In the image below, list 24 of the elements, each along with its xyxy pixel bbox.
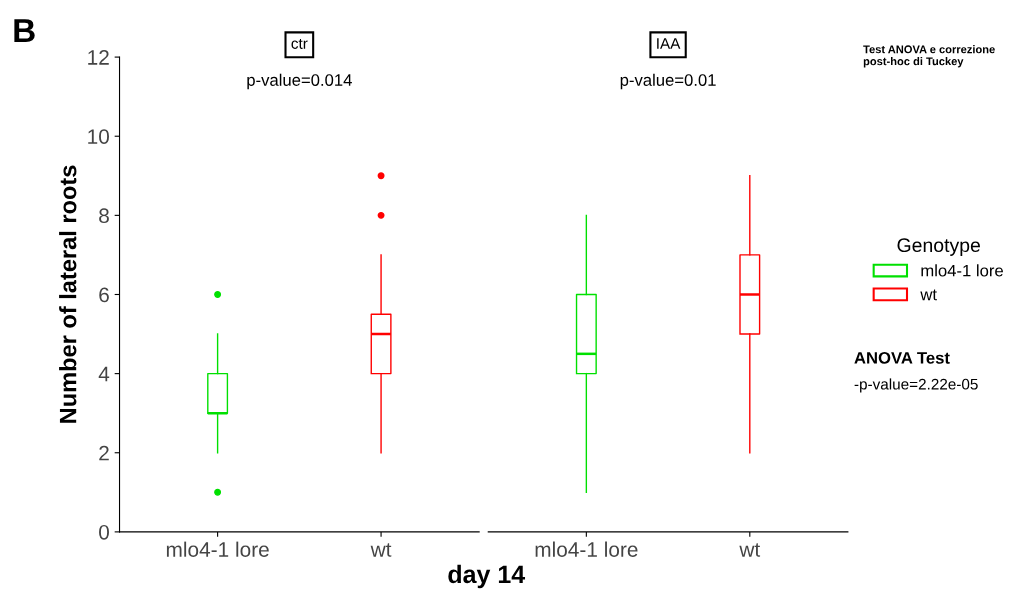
y-tick-label: 4 <box>98 366 110 382</box>
x-tick-label: wt <box>739 543 761 557</box>
x-tick-label: mlo4-1 lore <box>535 541 638 557</box>
annotation: p-value=0.01 <box>620 73 716 90</box>
y-tick-label: 0 <box>99 524 109 540</box>
text: Test ANOVA e correzione post-hoc di Tuckey <box>863 45 995 68</box>
annotation: p-value=0.014 <box>247 73 352 90</box>
text: -p-value=2.22e-05 <box>854 378 978 393</box>
x-tick-label: mlo4-1 lore <box>166 541 269 557</box>
x-tick-label: wt <box>370 543 392 557</box>
text: B <box>14 19 35 43</box>
y-tick-label: 10 <box>88 129 109 144</box>
legend-label: wt <box>920 289 937 301</box>
y-tick-label: 8 <box>99 208 109 224</box>
y-tick-label: 2 <box>99 445 109 461</box>
chart-title: ctr <box>291 38 308 49</box>
legend-label: mlo4-1 lore <box>921 264 1003 277</box>
y-axis-title: Number of lateral roots <box>59 165 77 423</box>
x-axis-title: day 14 <box>448 564 526 589</box>
legend-title: Genotype <box>897 238 980 256</box>
y-tick-label: 6 <box>99 287 109 303</box>
y-tick-label: 12 <box>88 50 109 65</box>
text: ANOVA Test <box>854 351 950 364</box>
chart-title: IAA <box>657 38 681 49</box>
